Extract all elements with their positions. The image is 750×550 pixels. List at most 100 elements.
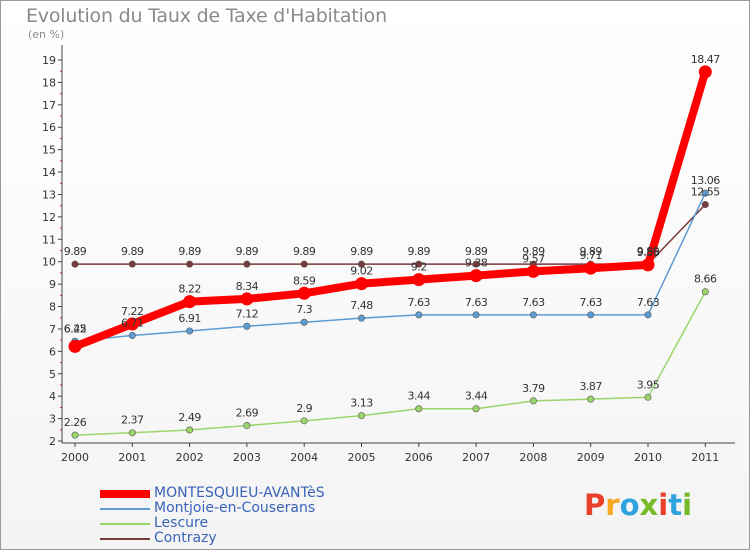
data-label: 3.44 — [465, 390, 488, 403]
data-label: 9.89 — [522, 245, 545, 258]
data-point — [701, 189, 709, 197]
data-point — [355, 277, 368, 291]
data-point — [526, 264, 540, 278]
data-label: 9.89 — [293, 245, 316, 258]
x-tick-label: 2000 — [61, 451, 89, 464]
y-tick-label: 16 — [42, 121, 56, 134]
data-label: 2.37 — [121, 414, 144, 427]
chart-title: Evolution du Taux de Taxe d'Habitation — [26, 5, 387, 27]
legend-label-contrazy: Contrazy — [154, 530, 217, 546]
legend-label-lescure: Lescure — [154, 515, 209, 531]
data-point — [128, 429, 136, 437]
data-point — [71, 260, 79, 268]
data-label: 7.63 — [637, 296, 660, 309]
data-label: 9.89 — [236, 245, 259, 258]
x-tick-label: 2009 — [577, 451, 605, 464]
data-point — [415, 311, 423, 319]
data-point — [240, 292, 254, 306]
data-point — [71, 431, 79, 439]
data-label: 6.91 — [178, 312, 201, 325]
data-label: 9.38 — [465, 257, 488, 270]
y-tick-label: 4 — [49, 390, 56, 403]
data-point — [243, 322, 251, 330]
x-tick-label: 2004 — [290, 451, 318, 464]
data-point — [415, 405, 423, 413]
data-label: 7.63 — [408, 296, 431, 309]
data-label: 6.71 — [121, 316, 144, 329]
y-tick-label: 15 — [42, 144, 56, 157]
data-label: 9.2 — [411, 261, 427, 274]
data-label: 2.26 — [64, 416, 87, 429]
data-point — [243, 422, 251, 430]
legend-label-montjoie: Montjoie-en-Couserans — [154, 500, 316, 516]
data-label: 2.69 — [236, 407, 259, 420]
series-line — [71, 67, 710, 351]
data-label: 9.86 — [637, 246, 660, 259]
y-tick-label: 2 — [49, 435, 56, 448]
data-point — [641, 258, 655, 272]
logo-letter: r — [605, 488, 620, 522]
data-point — [584, 261, 598, 275]
y-tick-label: 11 — [42, 233, 56, 246]
logo-letter: t — [668, 488, 683, 522]
data-label: 9.57 — [522, 252, 545, 265]
data-point — [68, 339, 82, 353]
series-line — [74, 203, 707, 265]
data-label: 7.3 — [296, 303, 312, 316]
y-tick-label: 13 — [42, 188, 56, 201]
data-point — [587, 395, 595, 403]
data-label: 3.79 — [522, 382, 545, 395]
data-point — [183, 295, 197, 309]
data-point — [297, 286, 311, 300]
data-label: 9.89 — [637, 245, 660, 258]
data-label: 9.89 — [64, 245, 87, 258]
y-tick-label: 18 — [42, 76, 56, 89]
data-label: 9.71 — [579, 249, 602, 262]
chart-unit-label: (en %) — [28, 28, 65, 41]
x-tick-label: 2008 — [519, 451, 547, 464]
data-label: 8.66 — [694, 273, 717, 286]
data-label: 9.02 — [350, 265, 373, 278]
data-point — [357, 412, 365, 420]
y-tick-label: 3 — [49, 413, 56, 426]
data-label: 7.63 — [465, 296, 488, 309]
data-label: 3.95 — [637, 378, 660, 391]
data-point — [300, 318, 308, 326]
logo-letter: x — [639, 488, 659, 522]
data-point — [128, 331, 136, 339]
data-point — [186, 327, 194, 335]
y-tick-label: 14 — [42, 166, 56, 179]
x-tick-label: 2010 — [634, 451, 662, 464]
x-tick-label: 2002 — [176, 451, 204, 464]
data-label: 3.87 — [579, 380, 602, 393]
data-point — [300, 417, 308, 425]
logo-letter: i — [682, 488, 693, 522]
logo-letter: P — [584, 488, 606, 522]
data-point — [529, 397, 537, 405]
data-point — [472, 311, 480, 319]
data-label: 2.49 — [178, 411, 201, 424]
data-label: 3.44 — [408, 390, 431, 403]
data-label: 7.63 — [522, 296, 545, 309]
data-point — [469, 269, 483, 283]
data-label: 7.12 — [236, 307, 259, 320]
data-point — [698, 65, 712, 79]
y-tick-label: 6 — [49, 345, 56, 358]
y-tick-label: 12 — [42, 211, 56, 224]
logo-letter: i — [658, 488, 669, 522]
data-point — [186, 426, 194, 434]
data-label: 8.59 — [293, 274, 316, 287]
data-label: 9.89 — [408, 245, 431, 258]
data-point — [472, 405, 480, 413]
data-label: 13.06 — [691, 174, 720, 187]
data-label: 9.89 — [121, 245, 144, 258]
data-point — [701, 201, 709, 209]
data-label: 9.89 — [350, 245, 373, 258]
data-point — [186, 260, 194, 268]
data-point — [128, 260, 136, 268]
data-point — [587, 311, 595, 319]
data-label: 7.48 — [350, 299, 373, 312]
proxiti-logo: Proxiti — [584, 488, 692, 522]
data-label: 6.45 — [64, 322, 87, 335]
